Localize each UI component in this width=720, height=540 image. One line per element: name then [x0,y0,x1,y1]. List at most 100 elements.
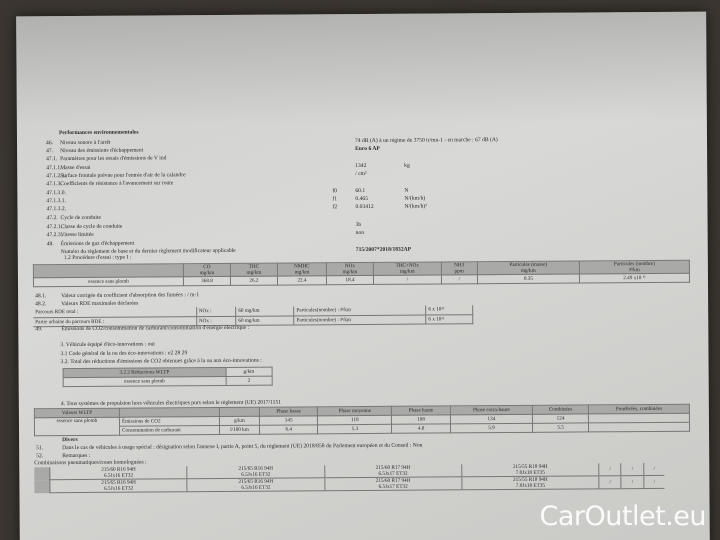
column-header: Particules (nombre) #/km [579,260,690,274]
tyre-combination: 215/60 R16 94H 6.5Jx16 ET32 [49,466,188,480]
line-label: Cycle de conduite [60,215,101,222]
corner-cell [33,263,184,278]
paper-shadow [16,11,707,127]
tyre-combination: / [598,475,622,489]
header-unit: mg/km [399,268,415,275]
rde-nox: NOx : [196,315,236,326]
line-number: 46. [45,140,54,147]
emissions-table: CO mg/km THC mg/km NMHC mg/km NOx mg/km THC+NOx m… [33,260,690,288]
line-label: Surface frontale prévue pour l'entrée d'… [60,172,186,179]
emission-value: 2.49 x10 ¹¹ [579,273,690,283]
row-label: essence sans plomb [33,276,184,287]
wltp-value: 108 [391,414,451,425]
wltp-value: 5.9 [450,423,533,433]
line-unit: N/(km/h)² [404,203,427,211]
wltp-fuel: essence sans plomb [34,417,120,436]
header-unit: mg/km [294,269,310,276]
tyre-combination: / [598,463,622,476]
column-header: NH3 ppm [441,261,478,275]
tyre-combination: / [643,475,665,489]
wltp-value: 5.3 [317,424,392,434]
eco-unit: g/km [225,367,273,377]
eco-innovation-line: 3. Véhicule équipé d'éco-innovations : o… [60,341,155,349]
eco-innovation-line: 3.1 Code général de la ou des éco-innova… [60,349,188,357]
tyre-size: / [609,479,611,486]
eco-value: 2 [225,376,273,386]
column-header: Particules (masse) mg/km [477,260,580,275]
line-number: 47.1.3.1. [46,198,67,205]
procedure-label: 1.2 Procédure d'essai : type I : [63,254,132,262]
rim-size: 6.5Jx16 ET32 [104,485,134,492]
line-number: 47.1.3.0. [46,190,66,197]
tyre-row-marker [34,467,50,480]
line-label: Émissions de gaz d'échappement [60,240,135,247]
wltp-value: 4.8 [391,423,451,434]
rde-table: Parcours RDE total : NOx :60 mg/km Particu… [33,305,473,327]
text: Dans le cas de véhicules à usage spécial… [62,442,423,452]
text: Valeur corrigée du coefficient d'absorpt… [61,292,200,300]
line-value: 3b [355,221,362,228]
eco-innovation-line: 3.2. Total des réductions d'émissions de… [60,357,262,366]
rim-size: 6.5Jx16 ET32 [241,484,271,491]
column-header: NMHC mg/km [277,262,327,277]
text: 52. [36,453,44,460]
line-value: 0.03412 [355,204,374,211]
line-number: 47.2. [46,215,58,222]
wltp-header: Phase haute [391,405,451,416]
tyre-combination: 215/60 R17 94H 6.5Jx17 ET32 [324,464,462,478]
wltp-value [588,422,690,432]
tyre-combination: 215/55 R18 94H 7.0Jx18 ET35 [461,463,599,477]
rim-size: 7.0Jx18 ET35 [515,482,545,489]
eco-table: 3.2.2 Réductions WLTP g/km essence sans pl… [63,367,273,387]
tyre-combination: 215/60 R17 94H 6.5Jx17 ET32 [324,476,462,491]
line-value: Euro 6 AP [355,146,380,153]
tyre-combination: / [643,462,665,476]
wltp-header: Combinées [532,404,589,415]
section-title: Performances environnementales [58,129,139,137]
wltp-value: 124 [532,413,589,424]
coefficient-symbol: f1 [332,196,338,203]
rde-nox: NOx : [196,306,236,317]
line-unit: N/(km/h) [404,195,426,202]
emission-value: / [373,274,442,285]
tyres-table: 215/60 R16 94H 6.5Jx16 ET32 215/65 R16 94H… [34,462,665,493]
table-cell [219,407,260,417]
emission-value: 368.8 [183,276,231,286]
header-unit: mg/km [342,269,358,276]
wltp-value: 145 [259,415,318,426]
tyre-combination: / [621,475,644,489]
column-header: THC mg/km [230,263,278,277]
line-unit: N [404,187,409,194]
wltp-unit: g/km [219,416,260,426]
wltp-header: Phase basse [259,406,318,417]
text: 49. [35,326,43,333]
wltp-table: Valeurs WLTP Phase basse Phase moyenne Phas… [34,404,690,437]
tyre-size: / [631,466,634,473]
line-value: 0.465 [355,196,369,203]
header-unit: mg/km [246,269,262,276]
emission-value: 26.2 [230,276,278,286]
line-value: / cm² [355,170,367,177]
column-header: CO mg/km [183,263,231,277]
eco-row-label: essence sans plomb [63,376,226,387]
column-header: NOx mg/km [326,262,374,276]
rde-pn_val: 6 x 10¹¹ [425,305,473,315]
emission-value: 22.4 [277,275,327,286]
coefficient-symbol: f2 [332,204,338,211]
emission-value: / [441,274,478,284]
header-unit: mg/km [199,270,215,277]
tyre-combination: 215/55 R18 94H 7.0Jx18 ET35 [461,475,600,490]
watermark-logo: CarOutlet.eu [539,501,707,532]
tyre-size: / [653,465,655,472]
line-value: 60.1 [355,187,366,195]
header-unit: ppm [454,268,464,275]
emission-value: 0.35 [477,273,580,284]
text: 51. [36,445,44,452]
column-header: THC+NOx mg/km [373,261,442,276]
tyre-combination: 215/65 R16 94H 6.5Jx16 ET32 [187,477,325,492]
wltp-row-label: Consommation de carburant [119,425,220,436]
divers-heading: Divers [62,436,78,444]
wltp-value: 5.5 [532,422,589,433]
line-number: 47. [46,148,54,155]
tyre-size: / [609,466,611,473]
